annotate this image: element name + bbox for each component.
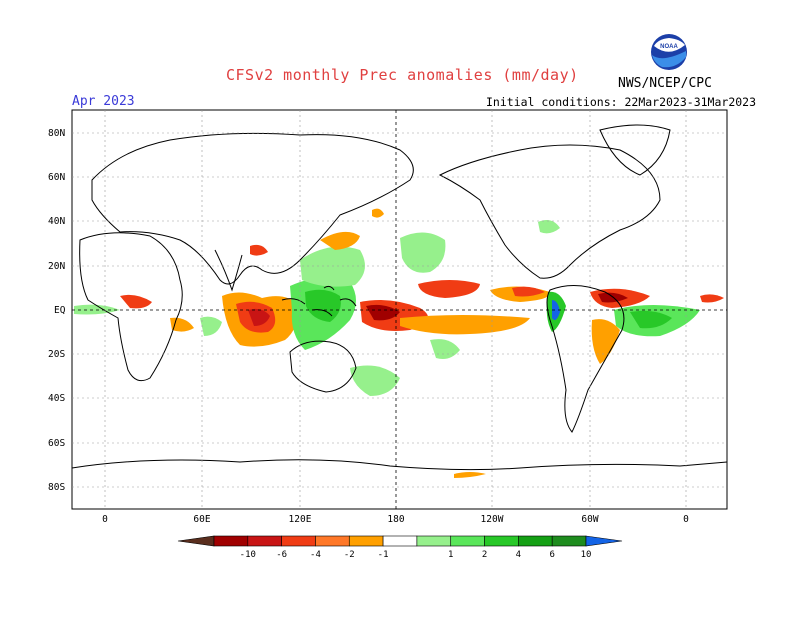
noaa-logo-icon: NOAA bbox=[651, 34, 687, 70]
lat-label: 40S bbox=[48, 393, 65, 404]
coastlines bbox=[71, 124, 728, 471]
colorbar-label: -6 bbox=[276, 550, 287, 560]
lat-label: 20S bbox=[48, 349, 65, 360]
lat-labels: 80N 60N 40N 20N EQ 20S 40S 60S 80S bbox=[48, 128, 66, 493]
colorbar-box bbox=[213, 535, 249, 547]
colorbar-end-high bbox=[585, 535, 623, 547]
colorbar-box bbox=[551, 535, 587, 547]
colorbar-box bbox=[484, 535, 519, 547]
lat-label: 60S bbox=[48, 438, 65, 449]
colorbar-box bbox=[518, 535, 553, 547]
colorbar-box bbox=[348, 535, 384, 547]
lat-label: 20N bbox=[48, 261, 65, 272]
colorbar-label: 6 bbox=[549, 550, 554, 560]
colorbar-box bbox=[382, 535, 418, 547]
colorbar-label: 2 bbox=[482, 550, 487, 560]
agency-label: NWS/NCEP/CPC bbox=[618, 76, 712, 91]
colorbar-label: 1 bbox=[448, 550, 453, 560]
lon-label: 0 bbox=[102, 514, 108, 525]
colorbar-box bbox=[315, 535, 350, 547]
colorbar-label: -2 bbox=[344, 550, 355, 560]
initial-conditions: Initial conditions: 22Mar2023-31Mar2023 bbox=[486, 95, 757, 109]
lat-label: EQ bbox=[54, 305, 66, 316]
colorbar-box bbox=[281, 535, 316, 547]
colorbar-label: -1 bbox=[378, 550, 389, 560]
colorbar-box bbox=[247, 535, 282, 547]
lon-label: 120E bbox=[289, 514, 312, 525]
colorbar-legend: -10 -6 -4 -2 -1 1 2 4 6 10 bbox=[177, 535, 623, 560]
lon-labels: 0 60E 120E 180 120W 60W 0 bbox=[102, 514, 689, 525]
lat-label: 80N bbox=[48, 128, 65, 139]
lon-label: 180 bbox=[387, 514, 404, 525]
lon-label: 120W bbox=[481, 514, 504, 525]
lon-label: 0 bbox=[683, 514, 689, 525]
lat-label: 60N bbox=[48, 172, 65, 183]
lat-label: 80S bbox=[48, 482, 65, 493]
forecast-month: Apr 2023 bbox=[72, 94, 135, 109]
colorbar-end-low bbox=[177, 535, 215, 547]
map-title: CFSv2 monthly Prec anomalies (mm/day) bbox=[226, 66, 579, 84]
svg-text:NOAA: NOAA bbox=[660, 44, 678, 50]
colorbar-label: 4 bbox=[516, 550, 521, 560]
lon-label: 60W bbox=[581, 514, 598, 525]
colorbar-label: 10 bbox=[581, 550, 592, 560]
anomaly-fields bbox=[74, 208, 724, 478]
lat-label: 40N bbox=[48, 216, 65, 227]
colorbar-box bbox=[416, 535, 452, 547]
colorbar-label: -10 bbox=[240, 550, 256, 560]
graticule bbox=[72, 110, 727, 509]
lon-label: 60E bbox=[193, 514, 210, 525]
colorbar-label: -4 bbox=[310, 550, 321, 560]
colorbar-box bbox=[450, 535, 485, 547]
